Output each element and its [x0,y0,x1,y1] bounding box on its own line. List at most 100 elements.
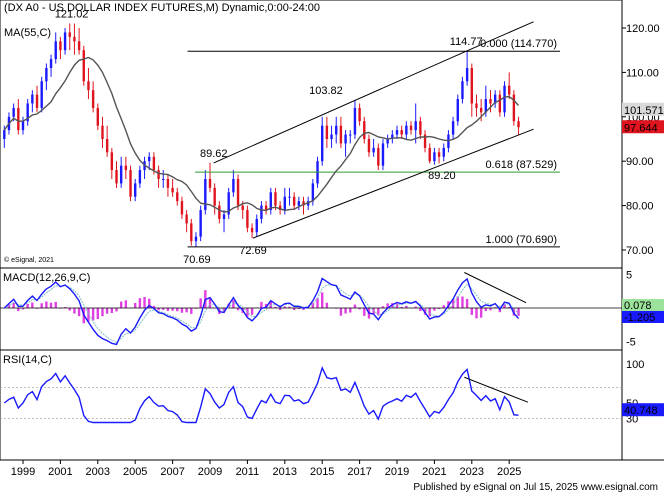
candle-body [180,201,184,215]
candle-body [465,67,469,82]
macd-tick-label: -5 [626,337,636,349]
macd-hist-bar [105,308,109,314]
rsi-tick-label: 30 [626,414,638,426]
candle-body [423,134,427,148]
macd-hist-bar [353,304,357,308]
price-annotation: 70.69 [183,254,211,266]
candle-body [433,152,436,162]
candle-body [489,99,492,104]
rsi-value: 40.748 [624,405,658,417]
candle-body [461,81,464,100]
macd-hist-bar [269,300,272,308]
macd-hist-bar [288,306,291,308]
candle-body [54,41,57,60]
footer-credit: Published by eSignal on Jul 15, 2025 www… [413,482,658,493]
x-tick-label: 2001 [48,466,72,478]
x-tick-label: 2021 [422,466,446,478]
macd-hist-bar [437,308,441,310]
x-tick-label: 2007 [160,466,184,478]
macd-hist-bar [171,308,174,311]
macd-hist-bar [508,307,511,308]
macd-hist-bar [274,306,277,308]
candle-body [409,125,413,131]
candle-body [68,32,71,37]
candle-body [105,139,109,153]
macd-hist-bar [297,308,301,309]
x-tick-label: 2017 [347,466,371,478]
macd-tick-label: 5 [626,270,632,282]
candle-body [419,121,422,135]
candle-body [367,139,371,153]
macd-hist-bar [264,303,268,308]
macd-hist-bar [31,302,34,308]
macd-hist-bar [17,308,20,312]
ma-badge-bg [622,102,664,116]
candle-body [395,130,399,135]
macd-line [3,277,520,346]
ma-label: MA(55,C) [4,27,51,39]
candle-body [190,223,193,242]
macd-hist-bar [199,298,202,308]
candle-body [255,218,258,233]
macd-hist-bar [12,302,15,308]
y-tick-label: 110.00 [626,67,659,79]
candle-body [517,121,520,128]
candle-body [124,165,128,171]
y-tick-label: 90.00 [626,156,654,168]
macd-hist-bar [461,296,464,308]
macd-hist-bar [386,303,389,308]
candle-body [493,94,497,104]
x-tick-label: 2005 [123,466,147,478]
macd-hist-bar [152,305,156,308]
candle-body [171,187,174,193]
candle-body [381,143,385,166]
macd-value-bg [622,299,664,311]
macd-hist-bar [236,308,240,311]
macd-hist-bar [479,308,483,318]
y-tick-label: 70.00 [626,245,654,257]
candle-body [508,85,511,95]
macd-hist-bar [40,303,43,308]
candle-body [302,201,305,206]
macd-signal-line [4,283,519,343]
price-annotation: 103.82 [309,85,343,97]
candle-body [134,183,137,197]
macd-hist-bar [484,308,488,311]
candle-body [35,94,39,108]
candle-body [119,165,123,184]
macd-hist-bar [400,306,403,308]
candle-body [283,196,286,211]
price-annotation: 89.62 [200,148,228,160]
x-tick-label: 2025 [497,466,521,478]
macd-hist-bar [96,308,99,319]
macd-hist-bar [54,301,57,308]
macd-hist-bar [63,307,67,308]
macd-hist-bar [325,302,329,308]
candle-body [222,214,226,219]
rsi-line [3,365,519,424]
candle-body [288,196,291,198]
candle-body [260,205,263,219]
macd-hist-bar [232,300,235,308]
candle-body [386,139,389,144]
macd-hist-bar [77,308,81,317]
candle-body [73,36,76,42]
candle-body [339,125,343,144]
candle-body [77,41,81,51]
macd-hist-bar [349,308,352,313]
macd-hist-bar [73,308,76,314]
macd-hist-bar [166,308,170,312]
candle-body [264,205,268,211]
x-tick-label: 2011 [236,466,260,478]
y-tick-label: 80.00 [626,201,654,213]
ma-badge: 101.571 [624,105,664,117]
price-annotation: 89.20 [428,170,456,182]
x-tick-label: 2023 [460,466,484,478]
macd-hist-bar [21,308,25,310]
candle-body [152,156,156,171]
candle-body [484,99,488,113]
candle-body [166,178,170,188]
last-close-badge: 97.644 [624,122,658,134]
candle-body [479,107,483,113]
